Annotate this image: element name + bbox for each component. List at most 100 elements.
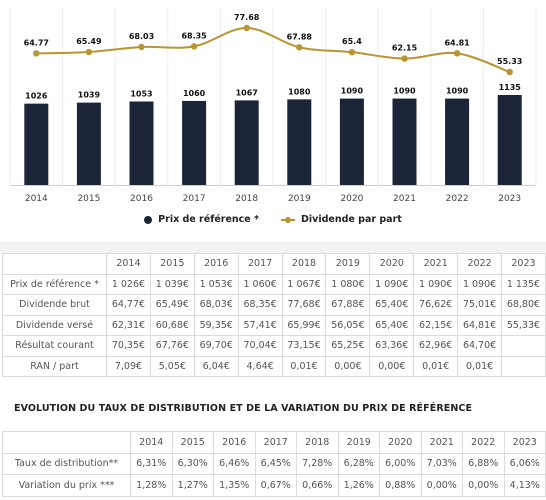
bar-2022[interactable] — [445, 98, 470, 185]
table-header-row: 2014 2015 2016 2017 2018 2019 2020 2021 2022 2023 — [2, 431, 546, 454]
legend-label-bars: Prix de référence * — [158, 214, 260, 225]
bar-2019[interactable] — [287, 99, 312, 185]
table-cell: 1 053€ — [193, 273, 239, 295]
legend-item-bars[interactable]: Prix de référence * — [144, 214, 259, 225]
table-row: Variation du prix *** 1,28% 1,27% 1,35% 0,67… — [2, 474, 546, 497]
header-year-cell: 2021 — [413, 253, 459, 275]
table-cell: 0,67% — [254, 474, 297, 497]
table-cell: 63,36€ — [369, 335, 415, 357]
combo-chart: 1026 1039 1053 1060 1067 1080 1090 1090 1090 1135… — [9, 8, 537, 204]
bar-value-label: 1090 — [341, 87, 364, 96]
dividend-point-2016[interactable] — [138, 43, 145, 51]
table-cell: 6,30% — [171, 452, 214, 475]
table-cell: 77,68€ — [281, 294, 327, 316]
header-year-cell: 2020 — [379, 431, 422, 454]
dividend-point-2018[interactable] — [243, 24, 250, 32]
table-cell: 57,41€ — [237, 314, 283, 336]
dividend-point-2014[interactable] — [33, 50, 40, 57]
table-cell: 6,46% — [213, 452, 256, 475]
table-cell: 62,96€ — [413, 335, 459, 357]
dividend-point-2015[interactable] — [85, 48, 93, 56]
table-cell: 70,35€ — [106, 335, 151, 357]
table-cell: 75,01€ — [457, 294, 503, 316]
legend-item-line[interactable]: Dividende par part — [281, 214, 402, 225]
table-cell: 1 090€ — [413, 273, 459, 295]
table-cell: 7,28% — [296, 452, 339, 475]
bar-value-label: 1067 — [236, 88, 258, 97]
table-cell: 0,00€ — [369, 355, 415, 377]
x-tick-label: 2015 — [77, 194, 100, 204]
legend-line-icon — [281, 216, 296, 224]
header-year-cell: 2017 — [237, 253, 283, 275]
table-cell: 6,45% — [254, 452, 297, 475]
table-cell: 0,01€ — [281, 355, 327, 377]
header-corner-cell — [2, 253, 107, 275]
header-year-cell: 2018 — [281, 253, 327, 275]
bar-value-label: 1053 — [130, 90, 152, 99]
x-tick-label: 2019 — [288, 194, 311, 204]
bar-2023[interactable] — [497, 95, 522, 185]
x-tick-label: 2022 — [446, 194, 469, 204]
bar-2018[interactable] — [234, 100, 259, 185]
dividend-point-2020[interactable] — [348, 48, 356, 56]
dividend-value-label: 67.88 — [287, 32, 313, 41]
bar-2015[interactable] — [76, 102, 101, 185]
table-cell: 1,26% — [337, 474, 380, 497]
table-cell: 0,88% — [379, 474, 422, 497]
dividend-point-2022[interactable] — [453, 50, 461, 57]
table-cell: 1 090€ — [369, 273, 415, 295]
header-year-cell: 2019 — [325, 253, 371, 275]
table-cell: 6,28% — [337, 452, 380, 475]
bar-2021[interactable] — [392, 98, 417, 185]
dividend-value-label: 65.49 — [76, 37, 102, 46]
header-year-cell: 2015 — [149, 253, 195, 275]
table-cell: 68,03€ — [193, 294, 239, 316]
dividend-value-label: 64.77 — [24, 38, 49, 47]
bar-2014[interactable] — [24, 103, 49, 185]
table-cell: 67,76€ — [149, 335, 195, 357]
table-cell: 1 080€ — [325, 273, 371, 295]
table-cell: 6,04€ — [193, 355, 239, 377]
table-cell: 6,06% — [503, 452, 546, 475]
bar-2016[interactable] — [129, 101, 154, 185]
dividend-point-2019[interactable] — [296, 44, 303, 51]
header-year-cell: 2021 — [420, 431, 463, 454]
table-cell: 64,77€ — [106, 294, 151, 316]
table-cell — [501, 335, 546, 357]
table-cell: 7,03% — [420, 452, 463, 475]
table-cell: 1 067€ — [281, 273, 327, 295]
table-cell: 0,01€ — [457, 355, 503, 377]
dividend-point-2017[interactable] — [190, 43, 198, 50]
dividend-point-2021[interactable] — [401, 55, 408, 62]
header-year-cell: 2022 — [457, 253, 503, 275]
table-cell: 1 135€ — [501, 273, 546, 295]
bar-value-label: 1026 — [25, 92, 48, 101]
table-cell: 1,35% — [213, 474, 256, 497]
header-year-cell: 2023 — [501, 253, 546, 275]
table-cell: 1,27% — [171, 474, 214, 497]
x-tick-label: 2020 — [340, 194, 363, 204]
row-label-cell: Dividende brut — [2, 294, 107, 316]
table-cell: 68,80€ — [501, 294, 546, 316]
table-cell: 65,40€ — [369, 314, 415, 336]
dividend-value-label: 68.35 — [181, 31, 207, 40]
table-cell: 56,05€ — [325, 314, 371, 336]
table-cell: 7,09€ — [106, 355, 151, 377]
chart-panel: 1026 1039 1053 1060 1067 1080 1090 1090 1090 1135… — [0, 0, 546, 242]
table-cell: 55,33€ — [501, 314, 546, 336]
dividend-point-2023[interactable] — [506, 68, 513, 76]
row-label-cell: Résultat courant — [2, 335, 107, 357]
table-cell: 6,88% — [462, 452, 505, 475]
table-cell: 76,62€ — [413, 294, 459, 316]
table-cell: 69,70€ — [193, 335, 239, 357]
table-cell: 68,35€ — [237, 294, 283, 316]
header-year-cell: 2018 — [296, 431, 339, 454]
table-cell: 62,15€ — [413, 314, 459, 336]
table-cell: 64,81€ — [457, 314, 503, 336]
header-year-cell: 2022 — [462, 431, 505, 454]
bar-value-label: 1090 — [446, 87, 469, 96]
bar-2020[interactable] — [339, 98, 364, 185]
dividend-value-label: 62.15 — [392, 44, 418, 53]
bar-2017[interactable] — [182, 100, 207, 185]
table-cell: 4,64€ — [237, 355, 283, 377]
